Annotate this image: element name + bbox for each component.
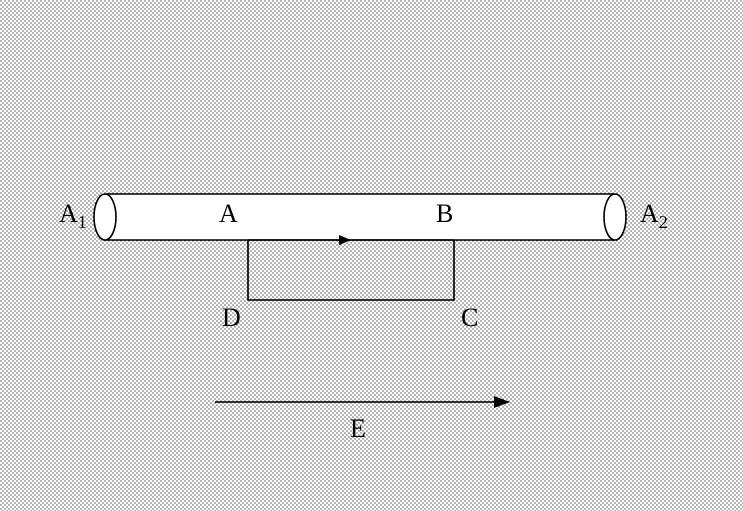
label-A2-main: A bbox=[640, 199, 659, 228]
label-A2: A2 bbox=[640, 199, 668, 233]
label-A2-sub: 2 bbox=[659, 212, 668, 232]
label-A1-main: A bbox=[59, 199, 78, 228]
label-A: A bbox=[219, 199, 238, 229]
label-D: D bbox=[222, 303, 241, 333]
diagram-svg bbox=[0, 0, 743, 511]
label-B: B bbox=[436, 199, 453, 229]
diagram-canvas: A1 A2 A B C D E bbox=[0, 0, 743, 511]
label-C: C bbox=[461, 303, 478, 333]
label-A1: A1 bbox=[59, 199, 87, 233]
label-A1-sub: 1 bbox=[78, 212, 87, 232]
label-E: E bbox=[350, 414, 366, 444]
